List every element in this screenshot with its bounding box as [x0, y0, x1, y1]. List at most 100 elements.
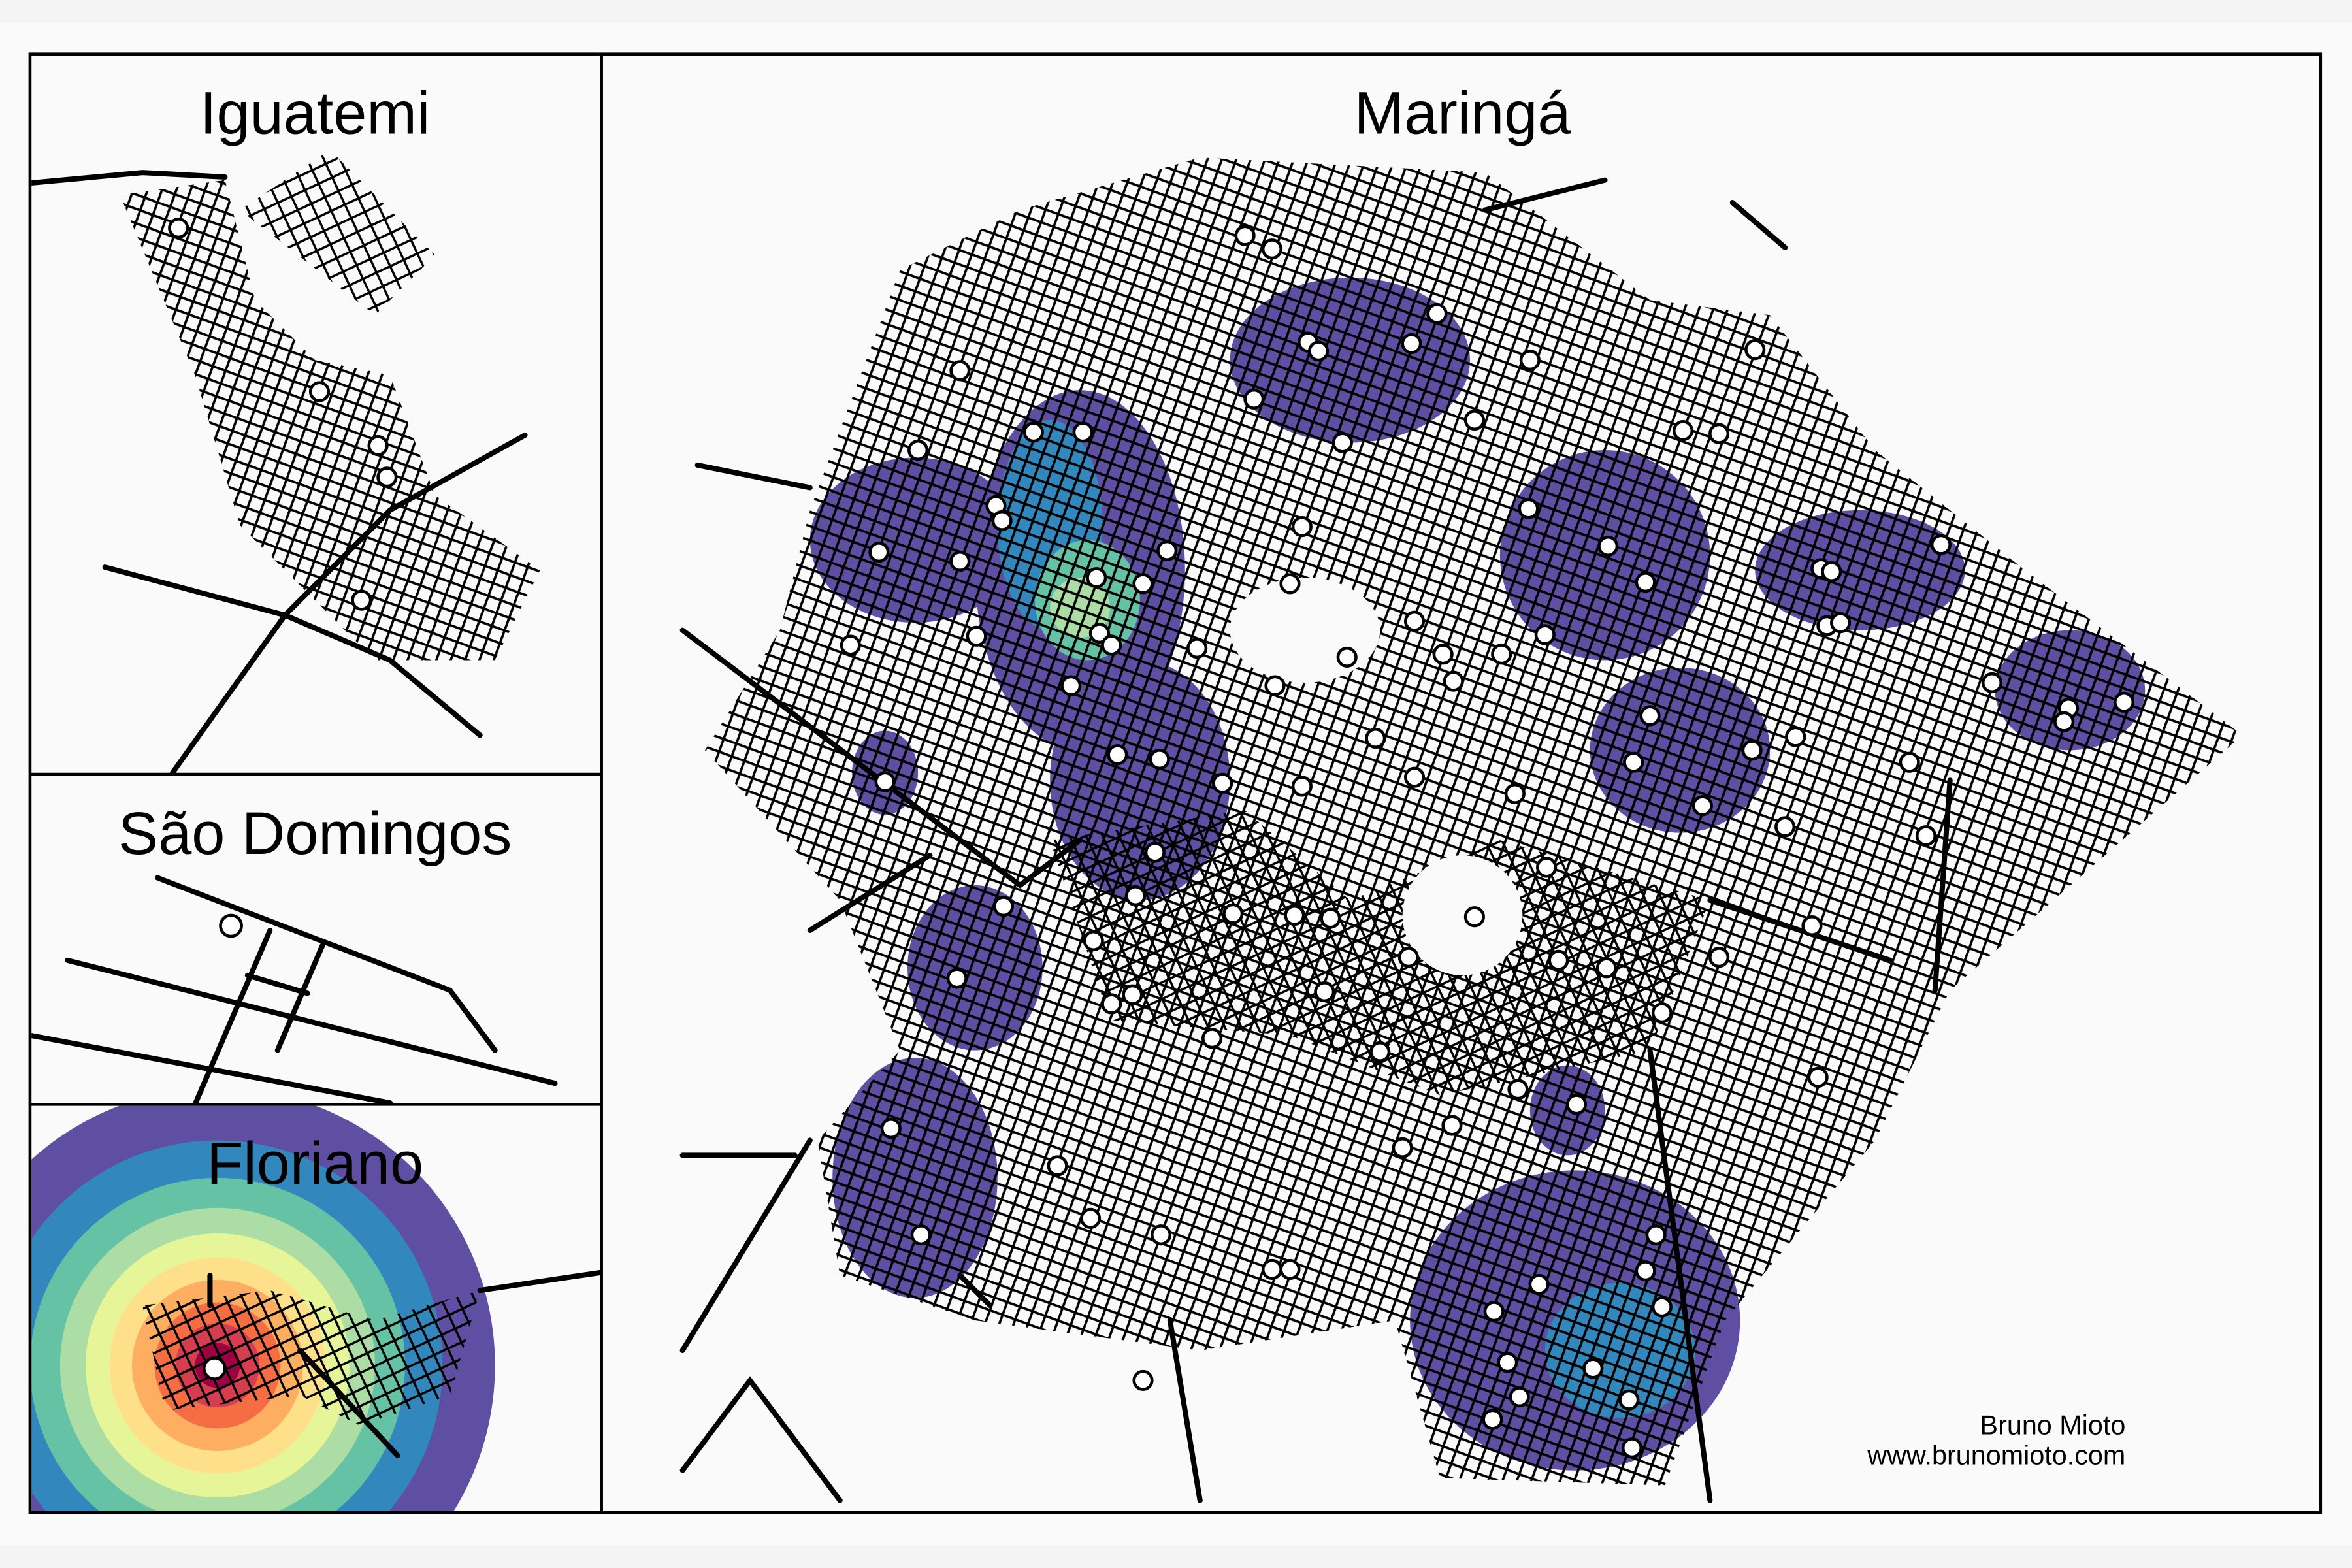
point	[1930, 534, 1952, 555]
floriano-map	[31, 1105, 602, 1513]
point	[949, 550, 971, 572]
frames	[28, 52, 2323, 1514]
point	[1482, 1409, 1503, 1430]
point	[1548, 949, 1569, 971]
point	[1691, 795, 1713, 817]
point	[1212, 772, 1233, 794]
point	[1509, 1386, 1530, 1408]
point	[1432, 644, 1454, 665]
point	[1463, 906, 1485, 928]
point	[1582, 1358, 1604, 1379]
point	[1397, 947, 1419, 968]
point	[1083, 930, 1104, 952]
maringa-map	[679, 157, 2243, 1503]
point	[868, 542, 890, 563]
point	[308, 381, 331, 402]
point	[1785, 726, 1806, 747]
point	[949, 360, 971, 382]
streets	[240, 150, 435, 316]
point	[840, 634, 861, 656]
point	[1392, 1137, 1413, 1159]
point	[910, 1224, 932, 1246]
point	[1261, 1258, 1283, 1281]
point	[1279, 1258, 1301, 1281]
point	[1291, 516, 1313, 538]
point	[1639, 705, 1661, 727]
point	[1518, 498, 1539, 519]
point	[966, 625, 987, 647]
point	[1741, 740, 1763, 761]
iguatemi-map	[31, 150, 540, 775]
point	[1336, 646, 1358, 668]
point	[1821, 561, 1842, 583]
streets	[120, 180, 540, 661]
point	[1651, 1296, 1673, 1318]
panel-title: Maringá	[1354, 80, 1572, 146]
point	[1830, 612, 1852, 634]
point	[1491, 644, 1512, 665]
point	[1101, 993, 1122, 1015]
point	[1618, 1389, 1640, 1411]
point	[1088, 623, 1110, 644]
point	[946, 968, 968, 989]
point	[1565, 1094, 1588, 1115]
point	[907, 439, 929, 461]
point	[1186, 638, 1208, 659]
point	[1132, 573, 1154, 595]
point	[992, 896, 1015, 917]
credit-author: Bruno Mioto	[1980, 1411, 2126, 1441]
point	[1132, 1369, 1154, 1391]
point	[1149, 749, 1170, 770]
point	[880, 1118, 902, 1139]
point	[1519, 350, 1541, 371]
point	[1708, 423, 1730, 444]
sao-domingos-map	[31, 875, 558, 1105]
point	[1744, 339, 1766, 361]
point	[1144, 841, 1166, 863]
point	[351, 589, 372, 611]
point	[1080, 1207, 1102, 1229]
panel-title: Floriano	[206, 1130, 423, 1197]
point	[1124, 885, 1147, 907]
point	[1463, 409, 1485, 431]
point	[1314, 981, 1335, 1003]
point	[1426, 302, 1448, 325]
point	[1528, 1273, 1550, 1296]
point	[991, 510, 1013, 532]
point	[1774, 816, 1796, 838]
point	[1086, 567, 1107, 589]
point	[1504, 783, 1526, 805]
point	[1101, 634, 1122, 656]
point	[1623, 751, 1644, 773]
point	[1060, 675, 1082, 696]
point	[1635, 572, 1656, 593]
point	[1261, 238, 1283, 260]
point	[1331, 432, 1353, 453]
panel-title: Iguatemi	[200, 80, 430, 146]
point	[1264, 675, 1286, 696]
point	[1403, 610, 1426, 632]
streets	[1050, 810, 1710, 1096]
point	[1320, 907, 1341, 929]
point	[1291, 776, 1313, 797]
streets	[705, 157, 2243, 1486]
point	[376, 466, 398, 488]
point	[1801, 915, 1823, 937]
point	[1284, 904, 1305, 926]
point	[1047, 1155, 1068, 1177]
point	[1507, 1079, 1529, 1100]
point	[1441, 1115, 1463, 1136]
point	[219, 913, 243, 938]
point	[1915, 825, 1937, 847]
point	[1369, 1041, 1391, 1063]
point	[1365, 727, 1386, 749]
point	[2113, 691, 2135, 713]
point	[1595, 957, 1617, 979]
point	[1443, 670, 1464, 692]
point	[1807, 1066, 1829, 1088]
point	[1621, 1437, 1643, 1459]
point	[1497, 1352, 1518, 1373]
point	[1651, 1002, 1673, 1024]
point	[1536, 857, 1558, 878]
